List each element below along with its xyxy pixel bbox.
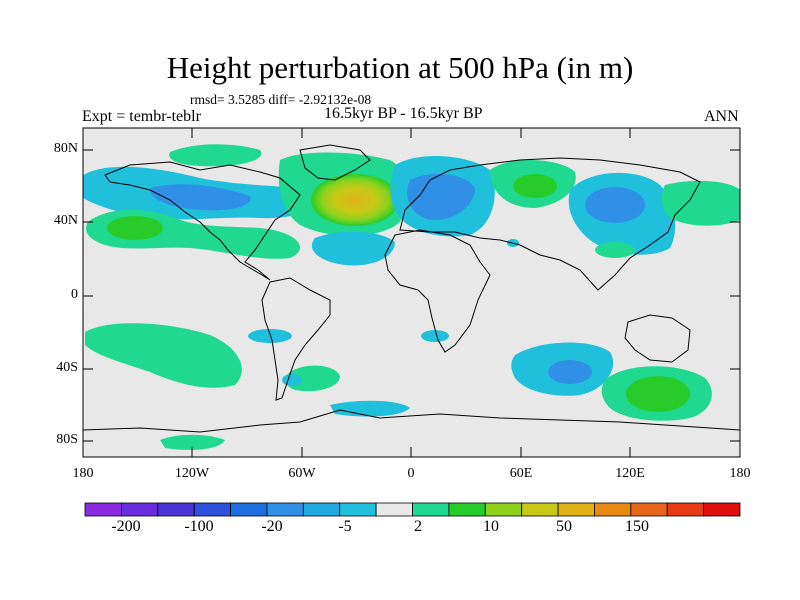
anomaly-negative-europe-core bbox=[407, 173, 475, 221]
colorbar-label-minus100: -100 bbox=[184, 518, 214, 535]
colorbar-label-minus5: -5 bbox=[338, 518, 352, 535]
colorbar-swatch bbox=[230, 502, 268, 517]
y-label-0: 0 bbox=[71, 287, 78, 302]
colorbar-swatch bbox=[120, 502, 159, 517]
axis-ticks bbox=[83, 128, 740, 457]
x-label-60e: 60E bbox=[509, 466, 533, 481]
colorbar-swatch bbox=[302, 502, 341, 517]
anomaly-positive-south-atlantic bbox=[284, 365, 340, 392]
colorbar-swatch bbox=[557, 502, 595, 517]
anomaly-negative-small bbox=[282, 374, 302, 386]
x-label-120e: 120E bbox=[615, 466, 645, 481]
colorbar-label-10: 10 bbox=[483, 518, 499, 535]
x-label-0: 0 bbox=[407, 466, 415, 481]
antarctica-outline bbox=[83, 409, 740, 433]
colorbar-swatch bbox=[666, 502, 705, 517]
australia-outline bbox=[624, 314, 691, 363]
colorbar bbox=[84, 502, 741, 517]
x-label-180e: 180 bbox=[729, 466, 751, 481]
anomaly-peak-north-atlantic bbox=[311, 174, 399, 226]
stats-text: rmsd= 3.5285 diff= -2.92132e-08 bbox=[190, 92, 372, 107]
colorbar-swatch bbox=[448, 502, 486, 517]
y-label-40n: 40N bbox=[53, 213, 78, 228]
anomaly-negative-patch-atl bbox=[421, 330, 449, 342]
anomaly-positive-nw-pacific bbox=[661, 180, 740, 226]
eurasia-outline bbox=[399, 157, 701, 291]
plot-title: Height perturbation at 500 hPa (in m) bbox=[166, 50, 634, 85]
y-label-40s: 40S bbox=[56, 360, 78, 375]
anomaly-field bbox=[83, 144, 740, 450]
colorbar-label-150: 150 bbox=[625, 518, 649, 535]
colorbar-label-minus20: -20 bbox=[261, 518, 283, 535]
colorbar-swatch bbox=[266, 502, 304, 517]
colorbar-label-2: 2 bbox=[414, 518, 422, 535]
anomaly-negative-subtropical-atlantic bbox=[311, 231, 395, 266]
coastlines bbox=[83, 144, 740, 433]
africa-outline bbox=[384, 229, 491, 353]
colorbar-swatch bbox=[375, 502, 413, 517]
anomaly-negative-antarctic bbox=[330, 400, 410, 417]
anomaly-positive-south-pacific bbox=[85, 323, 242, 388]
colorbar-swatch bbox=[630, 502, 668, 517]
y-label-80n: 80N bbox=[53, 141, 78, 156]
period-label: 16.5kyr BP - 16.5kyr BP bbox=[324, 105, 483, 122]
anomaly-negative-east-asia-core bbox=[585, 187, 645, 223]
colorbar-swatch bbox=[594, 502, 632, 517]
x-label-180w: 180 bbox=[72, 466, 94, 481]
anomaly-positive-arctic bbox=[169, 144, 262, 167]
greenland-outline bbox=[299, 144, 371, 181]
colorbar-swatch bbox=[412, 502, 450, 517]
colorbar-label-50: 50 bbox=[556, 518, 572, 535]
season-label: ANN bbox=[704, 108, 739, 125]
anomaly-positive-core bbox=[107, 216, 163, 240]
x-label-60w: 60W bbox=[288, 466, 316, 481]
colorbar-swatch bbox=[84, 502, 122, 517]
colorbar-swatch bbox=[484, 502, 523, 517]
north-america-outline bbox=[104, 161, 301, 281]
x-label-120w: 120W bbox=[174, 466, 210, 481]
colorbar-label-minus200: -200 bbox=[111, 518, 141, 535]
south-america-outline bbox=[261, 277, 331, 401]
anomaly-positive-central-asia-core bbox=[513, 174, 557, 198]
anomaly-positive-southern-core bbox=[626, 376, 690, 412]
anomaly-negative-patch-sa bbox=[248, 329, 292, 343]
colorbar-swatch bbox=[339, 502, 377, 517]
colorbar-swatch bbox=[703, 502, 741, 517]
anomaly-positive-patch-asia bbox=[595, 242, 635, 258]
colorbar-swatch bbox=[521, 502, 559, 517]
colorbar-swatch bbox=[193, 502, 231, 517]
experiment-label: Expt = tembr-teblr bbox=[82, 108, 201, 125]
anomaly-positive-antarctic bbox=[160, 434, 225, 450]
colorbar-swatch bbox=[157, 502, 195, 517]
y-label-80s: 80S bbox=[56, 432, 78, 447]
anomaly-negative-indian-core bbox=[548, 360, 592, 384]
